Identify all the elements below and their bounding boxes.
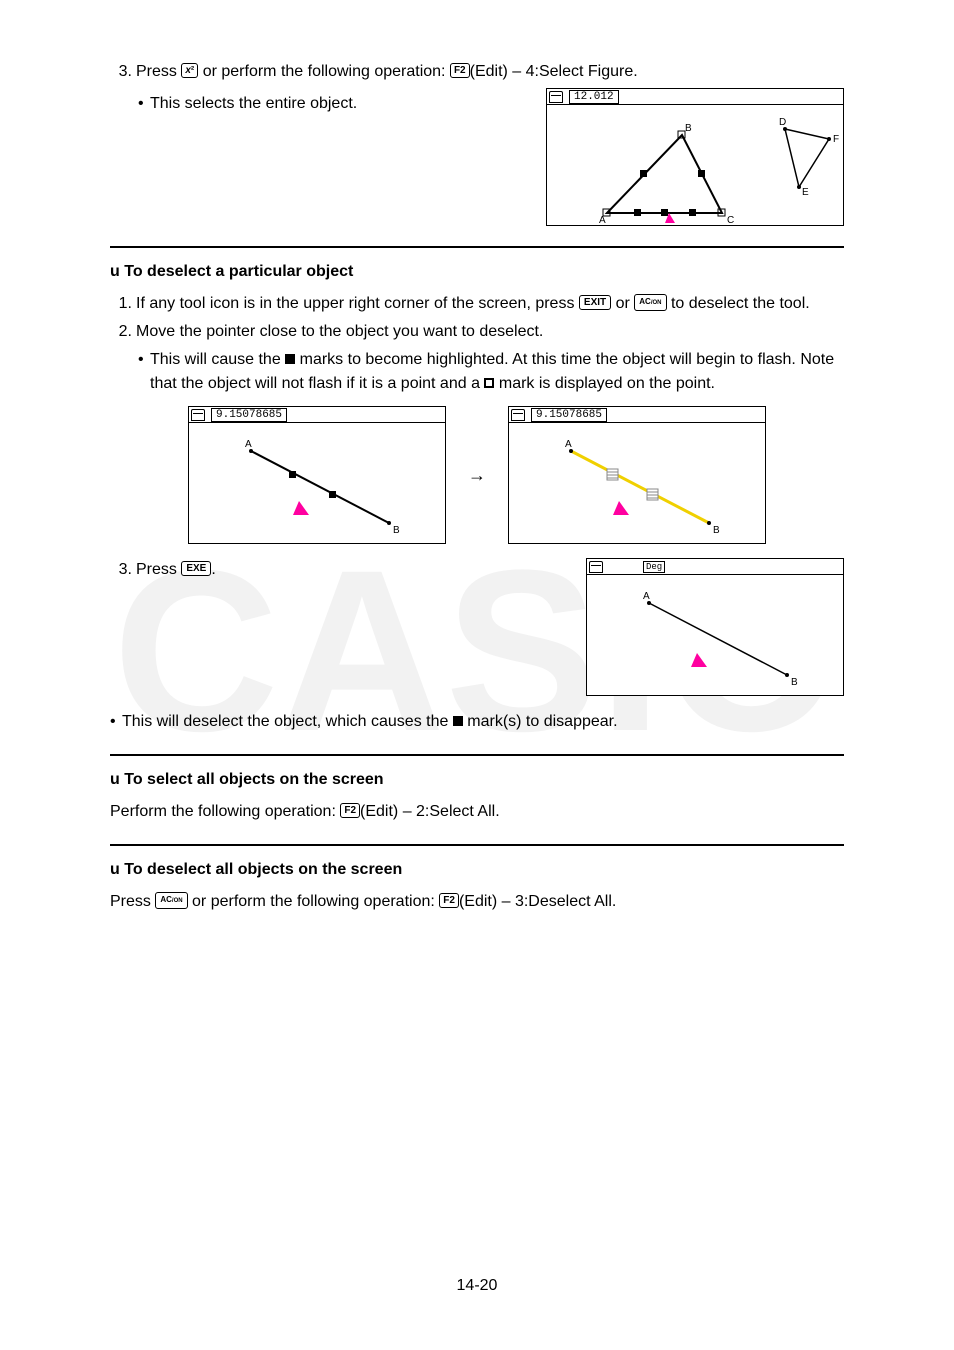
deselect-step1: 1. If any tool icon is in the upper righ…: [110, 292, 844, 316]
tool-icon: [191, 409, 205, 421]
screen2a-value: 9.15078685: [211, 408, 287, 422]
ds1-num: 1.: [110, 292, 136, 316]
deselect-result: • This will deselect the object, which c…: [110, 710, 844, 734]
step3-text-c: (Edit) – 4:Select Figure.: [470, 63, 638, 80]
ds2-bullet: • This will cause the marks to become hi…: [138, 348, 844, 396]
svg-text:B: B: [685, 123, 692, 134]
da-b: or perform the following operation:: [188, 893, 440, 910]
svg-text:B: B: [713, 525, 720, 536]
deselect-all-text: Press AC/ON or perform the following ope…: [110, 890, 844, 914]
ds2b-a: This will cause the: [150, 351, 285, 368]
calc-screen-3: Deg A B: [586, 558, 844, 696]
f2-key: F2: [439, 893, 459, 908]
screen1-value: 12.012: [569, 90, 619, 104]
screen2b-value: 9.15078685: [531, 408, 607, 422]
screens-row: 9.15078685 A B → 9.15078685: [110, 406, 844, 544]
x2-key: x²: [181, 63, 198, 78]
calc-screen-2a: 9.15078685 A B: [188, 406, 446, 544]
ds2b-c: mark is displayed on the point.: [494, 375, 715, 392]
ds3-num: 3.: [110, 558, 136, 582]
svg-text:E: E: [802, 187, 809, 198]
step-3-num: 3.: [110, 60, 136, 84]
svg-text:A: A: [245, 439, 252, 450]
sa-a: Perform the following operation:: [110, 803, 340, 820]
dres-b: mark(s) to disappear.: [463, 713, 618, 730]
da-c: (Edit) – 3:Deselect All.: [459, 893, 616, 910]
svg-text:B: B: [791, 677, 798, 688]
step-3: 3. Press x² or perform the following ope…: [110, 60, 844, 84]
ds3-b: .: [211, 561, 215, 578]
page-number: 14-20: [0, 1274, 954, 1298]
svg-text:D: D: [779, 117, 786, 128]
svg-text:A: A: [643, 591, 650, 602]
step-3-body: Press x² or perform the following operat…: [136, 60, 844, 84]
ds3-a: Press: [136, 561, 181, 578]
step3-text-b: or perform the following operation:: [198, 63, 450, 80]
deselect-all-title: u To deselect all objects on the screen: [110, 858, 844, 882]
calc-screen-1: 12.012 A B C: [546, 88, 844, 226]
da-a: Press: [110, 893, 155, 910]
tool-icon: [511, 409, 525, 421]
svg-text:F: F: [833, 134, 839, 145]
ds1-a: If any tool icon is in the upper right c…: [136, 295, 579, 312]
f2-key: F2: [450, 63, 470, 78]
divider: [110, 754, 844, 756]
calc-screen-2b: 9.15078685 A B: [508, 406, 766, 544]
deselect-title-text: To deselect a particular object: [124, 263, 353, 280]
svg-text:A: A: [565, 439, 572, 450]
filled-square-icon: [285, 354, 295, 364]
tool-icon: [549, 91, 563, 103]
acon-key: AC/ON: [634, 294, 666, 311]
select-all-title-text: To select all objects on the screen: [124, 771, 383, 788]
tool-icon: [589, 561, 603, 573]
deselect-title: u To deselect a particular object: [110, 260, 844, 284]
f2-key: F2: [340, 803, 360, 818]
deselect-step2: 2. Move the pointer close to the object …: [110, 320, 844, 344]
step3-bullet: • This selects the entire object.: [138, 92, 536, 116]
svg-text:A: A: [599, 215, 606, 225]
svg-text:C: C: [727, 215, 734, 225]
exe-key: EXE: [181, 561, 211, 576]
hollow-square-icon: [484, 378, 494, 388]
filled-square-icon: [453, 716, 463, 726]
select-all-text: Perform the following operation: F2(Edit…: [110, 800, 844, 824]
divider: [110, 246, 844, 248]
ds2-text: Move the pointer close to the object you…: [136, 320, 844, 344]
select-all-title: u To select all objects on the screen: [110, 768, 844, 792]
deselect-all-title-text: To deselect all objects on the screen: [124, 861, 402, 878]
sa-b: (Edit) – 2:Select All.: [360, 803, 500, 820]
step3-text-a: Press: [136, 63, 181, 80]
step3-bullet-text: This selects the entire object.: [150, 92, 357, 116]
acon-key: AC/ON: [155, 892, 187, 909]
arrow-icon: →: [468, 462, 486, 489]
divider: [110, 844, 844, 846]
deg-icon: Deg: [643, 561, 665, 573]
svg-text:B: B: [393, 525, 400, 536]
ds1-c: to deselect the tool.: [667, 295, 810, 312]
ds2-num: 2.: [110, 320, 136, 344]
deselect-step3: 3. Press EXE.: [110, 558, 586, 582]
exit-key: EXIT: [579, 295, 611, 310]
dres-a: This will deselect the object, which cau…: [122, 713, 453, 730]
ds1-b: or: [611, 295, 634, 312]
